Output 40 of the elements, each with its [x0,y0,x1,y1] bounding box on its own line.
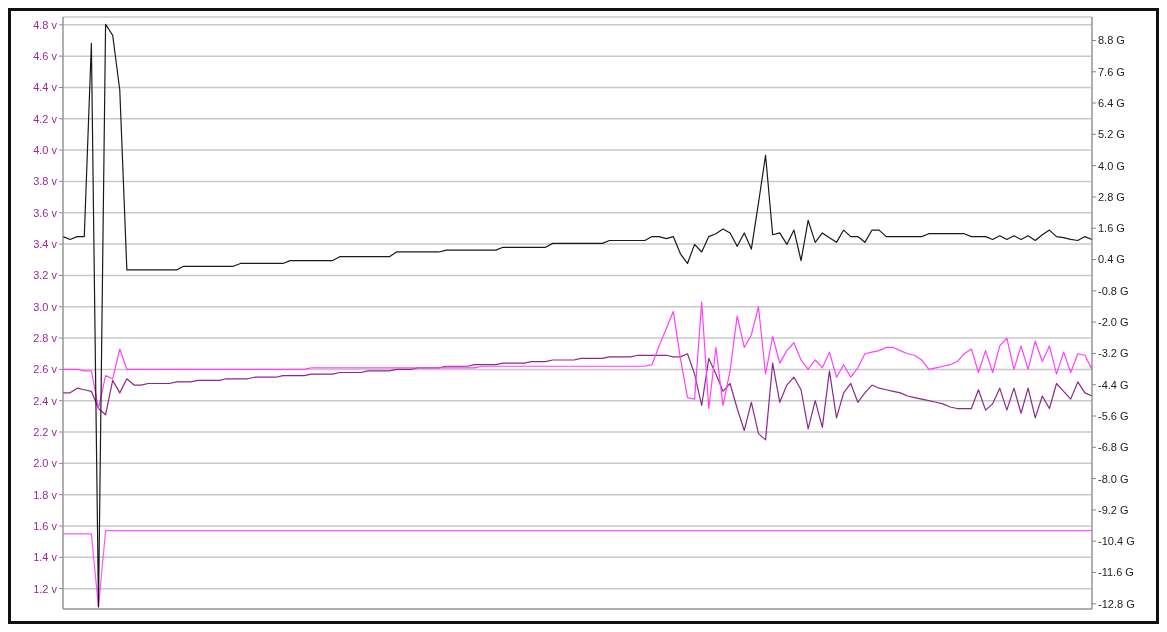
y2-tick-label: 4.0 G [1098,159,1125,172]
y-tick-label: 4.2 v [33,112,58,125]
y-tick-label: 3.4 v [33,237,58,250]
y2-tick-label: 2.8 G [1098,190,1125,203]
y2-tick-label: 5.2 G [1098,128,1125,141]
y2-tick-label: -4.4 G [1098,378,1129,391]
y-tick-label: 2.0 v [33,457,58,470]
y-tick-label: 3.0 v [33,300,58,313]
y-tick-label: 1.6 v [33,519,58,532]
y-tick-label: 3.6 v [33,206,58,219]
y-tick-label: 4.0 v [33,144,58,157]
y2-tick-label: -9.2 G [1098,503,1129,516]
y2-tick-label: 6.4 G [1098,96,1125,109]
y-tick-label: 3.2 v [33,269,58,282]
y2-tick-label: -5.6 G [1098,409,1129,422]
y2-tick-label: 7.6 G [1098,65,1125,78]
y-tick-label: 2.2 v [33,425,58,438]
y2-tick-label: -8.0 G [1098,472,1129,485]
y-tick-label: 3.8 v [33,175,58,188]
line-series [62,301,1093,410]
y2-tick-label: -0.8 G [1098,284,1129,297]
y-tick-label: 4.8 v [33,18,58,31]
y2-tick-label: -12.8 G [1098,597,1135,610]
y-tick-label: 1.2 v [33,582,58,595]
y2-tick-label: -2.0 G [1098,316,1129,329]
y2-tick-label: -11.6 G [1098,566,1134,579]
y-tick-label: 1.8 v [33,488,58,501]
y-tick-label: 4.6 v [33,50,58,63]
line-series [62,353,1093,441]
y-tick-label: 2.8 v [33,331,58,344]
y2-tick-label: 8.8 G [1098,34,1125,47]
y2-tick-label: -6.8 G [1098,441,1129,454]
y-tick-label: 4.4 v [33,81,58,94]
y2-tick-label: -10.4 G [1098,535,1135,548]
y2-tick-label: 1.6 G [1098,222,1125,235]
y-tick-label: 2.4 v [33,394,58,407]
y-tick-label: 1.4 v [33,551,58,564]
y-tick-label: 2.6 v [33,363,58,376]
y2-tick-label: 0.4 G [1098,253,1125,266]
y2-tick-label: -3.2 G [1098,347,1129,360]
